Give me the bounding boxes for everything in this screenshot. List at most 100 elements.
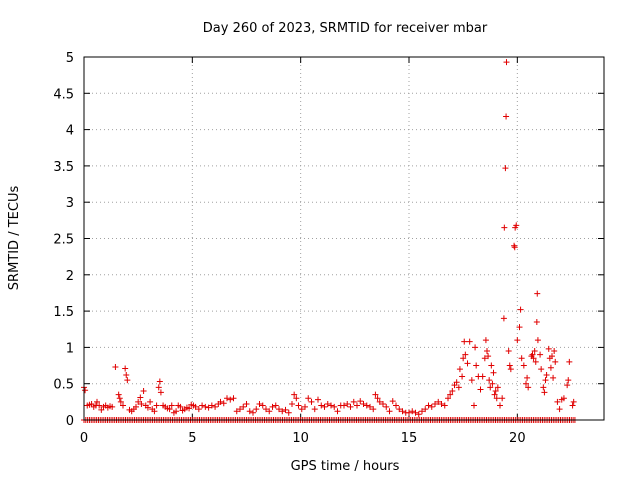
data-point [488, 362, 495, 369]
data-point [537, 351, 544, 358]
data-point [133, 403, 139, 410]
data-point [224, 395, 230, 402]
data-point [328, 402, 334, 409]
data-point [502, 165, 509, 172]
data-point [464, 360, 471, 367]
data-point [490, 369, 497, 376]
data-point [386, 408, 393, 415]
data-point [542, 377, 549, 384]
y-tick-label: 1.5 [53, 305, 74, 320]
data-point [560, 395, 567, 402]
data-point [250, 409, 256, 416]
data-point [453, 379, 460, 386]
y-tick-label: 0.5 [53, 378, 74, 393]
data-point [293, 395, 300, 402]
data-point [570, 398, 577, 405]
data-point [497, 402, 503, 409]
data-point [227, 396, 234, 403]
data-point [425, 402, 432, 409]
data-point [493, 395, 500, 402]
data-point [500, 315, 507, 322]
data-point [524, 374, 531, 381]
data-point [289, 401, 295, 408]
data-point [399, 408, 406, 415]
data-point [153, 402, 160, 409]
y-tick-label: 2 [66, 269, 74, 284]
data-point [422, 406, 429, 413]
plot-frame [83, 56, 605, 421]
data-point [344, 401, 351, 408]
data-point [494, 384, 501, 391]
data-point [298, 406, 305, 413]
data-point [506, 362, 513, 369]
data-point [324, 401, 331, 408]
data-point [481, 355, 488, 362]
data-point [468, 377, 475, 384]
data-point [393, 402, 399, 409]
data-point [370, 406, 377, 413]
data-point [240, 403, 247, 410]
x-tick-label: 15 [401, 431, 418, 446]
data-point [295, 402, 302, 409]
data-point [545, 345, 552, 352]
data-point [168, 402, 175, 409]
y-tick-label: 3.5 [53, 160, 74, 175]
data-point [461, 338, 468, 345]
data-point [173, 408, 180, 415]
data-point [341, 402, 347, 409]
data-point [230, 395, 237, 402]
data-point [117, 398, 124, 405]
data-point [501, 224, 508, 231]
data-point [556, 406, 563, 413]
data-point [514, 337, 521, 344]
data-point [199, 402, 206, 409]
y-axis-label: SRMTID / TECUs [7, 186, 22, 291]
data-point [435, 398, 442, 405]
data-point [291, 391, 298, 398]
data-point [208, 402, 215, 409]
data-point [177, 403, 184, 410]
data-point [147, 398, 154, 405]
data-point [432, 401, 438, 408]
data-point [217, 398, 224, 405]
data-point [550, 374, 557, 381]
data-point [137, 394, 144, 401]
data-point [492, 387, 499, 394]
data-point [350, 398, 357, 405]
data-point [525, 384, 532, 391]
data-point [246, 408, 253, 415]
data-point [396, 406, 403, 413]
data-point [472, 344, 479, 351]
data-point [372, 391, 379, 398]
data-point [473, 362, 480, 369]
data-point [460, 355, 467, 362]
data-point [507, 366, 514, 373]
data-point [285, 409, 292, 416]
data-point [564, 382, 571, 389]
data-point [389, 398, 396, 405]
data-point [123, 371, 130, 378]
data-point [282, 406, 289, 413]
data-point [279, 408, 286, 415]
data-point [554, 398, 561, 405]
data-point [487, 384, 494, 391]
data-point [534, 290, 541, 297]
data-point [374, 395, 381, 402]
data-point [529, 351, 536, 358]
data-point [220, 400, 227, 407]
data-point [485, 353, 492, 360]
data-point [156, 378, 163, 385]
data-point [455, 384, 462, 391]
y-tick-label: 1 [66, 341, 74, 356]
data-point [360, 401, 367, 408]
data-point [533, 318, 540, 325]
data-point [269, 403, 276, 410]
data-point [471, 402, 477, 409]
y-tick-label: 0 [66, 414, 74, 429]
data-point [541, 389, 548, 396]
data-point [120, 402, 126, 409]
data-point [357, 398, 364, 405]
data-point [517, 306, 524, 313]
data-point [383, 403, 390, 410]
data-point [551, 348, 558, 355]
